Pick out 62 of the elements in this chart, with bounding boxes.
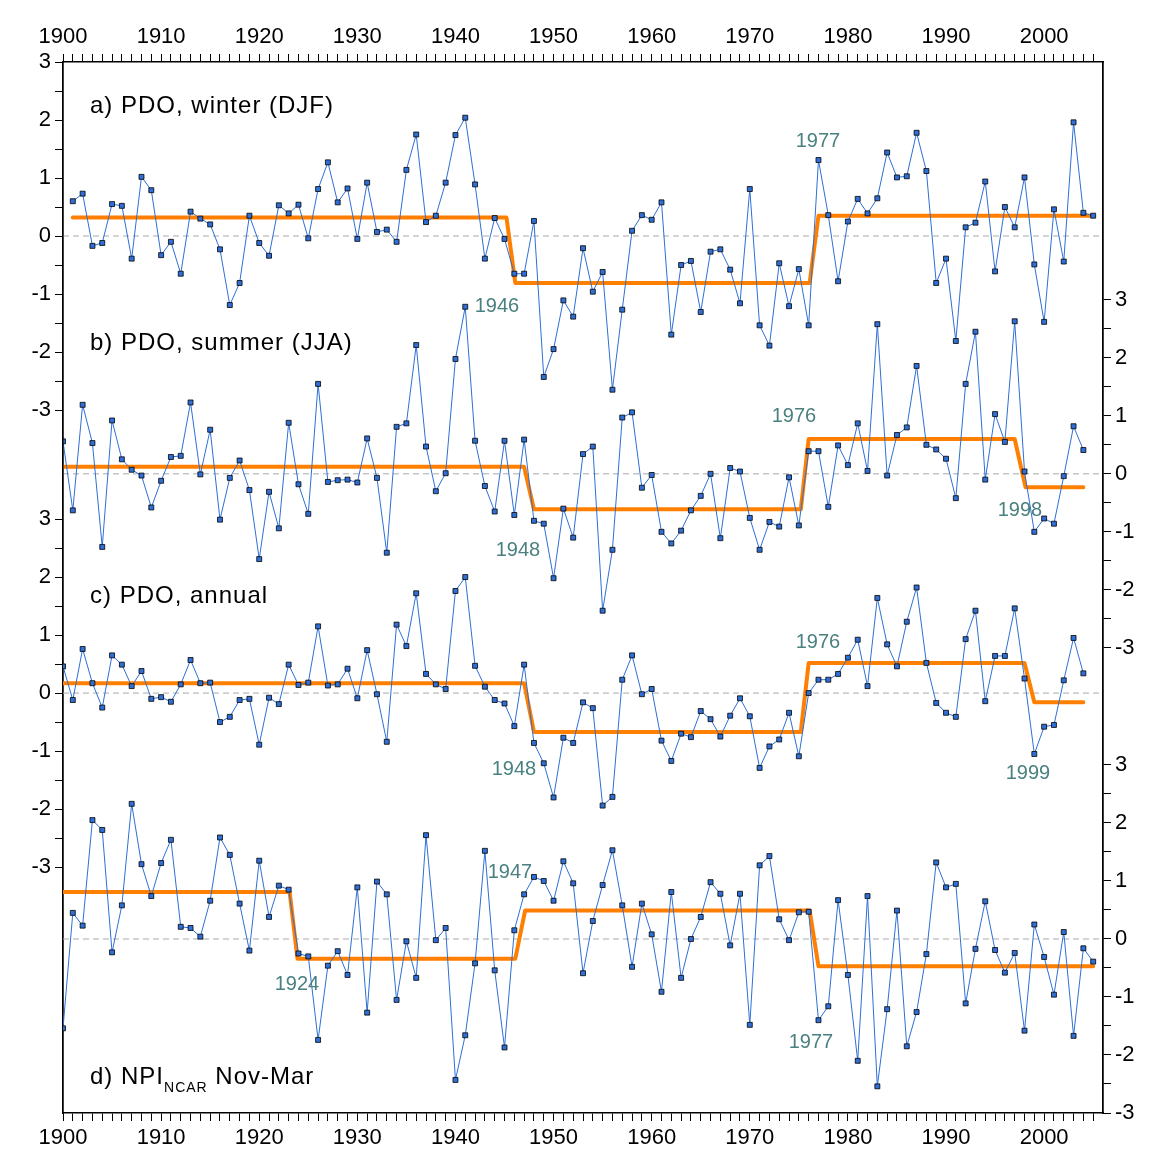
x-tick-label: 1920 [234,1124,284,1150]
x-tick-label: 1910 [136,1124,186,1150]
y2-tick-label: -3 [1115,1099,1135,1125]
annotation: 1976 [795,629,841,652]
y-tick-label: -2 [31,338,51,364]
text: c) PDO, annual [90,581,269,608]
x2-tick-label: 1980 [823,22,873,48]
annotation: 1947 [487,859,533,882]
x-tick-label: 1940 [430,1124,480,1150]
y-tick-label: -1 [31,280,51,306]
x2-tick-label: 1970 [725,22,775,48]
x2-tick-label: 1940 [430,22,480,48]
y2-tick-label: -2 [1115,1041,1135,1067]
text: b) PDO, summer (JJA) [90,328,353,355]
y2-tick-label: 2 [1115,809,1128,835]
y2-tick-label: 3 [1115,751,1128,777]
annotation: 1977 [788,1029,834,1052]
annotation: 1976 [771,403,817,426]
x2-tick-label: 1910 [136,22,186,48]
x-tick-label: 1960 [627,1124,677,1150]
y2-tick-label: 1 [1115,401,1128,427]
annotation: 1948 [495,537,541,560]
y-tick-label: 3 [38,48,51,74]
y2-tick-label: 1 [1115,867,1128,893]
x2-tick-label: 1960 [627,22,677,48]
x-tick-label: 1900 [38,1124,88,1150]
x2-tick-label: 1930 [332,22,382,48]
y-tick-label: 1 [38,621,51,647]
x2-tick-label: 1990 [921,22,971,48]
y2-tick-label: -1 [1115,983,1135,1009]
x2-tick-label: 2000 [1019,22,1069,48]
y-tick-label: -1 [31,737,51,763]
annotation: 1948 [491,756,537,779]
y2-tick-label: -3 [1115,633,1135,659]
y-tick-label: 2 [38,106,51,132]
y2-tick-label: 2 [1115,343,1128,369]
y2-tick-label: -2 [1115,575,1135,601]
annotation: 1977 [795,128,841,151]
x2-tick-label: 1900 [38,22,88,48]
y-tick-label: -3 [31,396,51,422]
y2-tick-label: 0 [1115,459,1128,485]
annotation: 1999 [1005,760,1051,783]
y2-tick-label: 3 [1115,285,1128,311]
x-tick-label: 2000 [1019,1124,1069,1150]
x-tick-label: 1990 [921,1124,971,1150]
x2-tick-label: 1920 [234,22,284,48]
y-tick-label: 0 [38,222,51,248]
y2-tick-label: 0 [1115,925,1128,951]
y2-tick-label: -1 [1115,517,1135,543]
x2-tick-label: 1950 [529,22,579,48]
y-tick-label: 2 [38,563,51,589]
x-tick-label: 1930 [332,1124,382,1150]
y-tick-label: -3 [31,853,51,879]
y-tick-label: 1 [38,164,51,190]
y-tick-label: 0 [38,679,51,705]
x-tick-label: 1950 [529,1124,579,1150]
annotation: 1946 [474,293,520,316]
y-tick-label: 3 [38,505,51,531]
text: a) PDO, winter (DJF) [90,91,335,118]
x-tick-label: 1970 [725,1124,775,1150]
x-tick-label: 1980 [823,1124,873,1150]
y-tick-label: -2 [31,795,51,821]
